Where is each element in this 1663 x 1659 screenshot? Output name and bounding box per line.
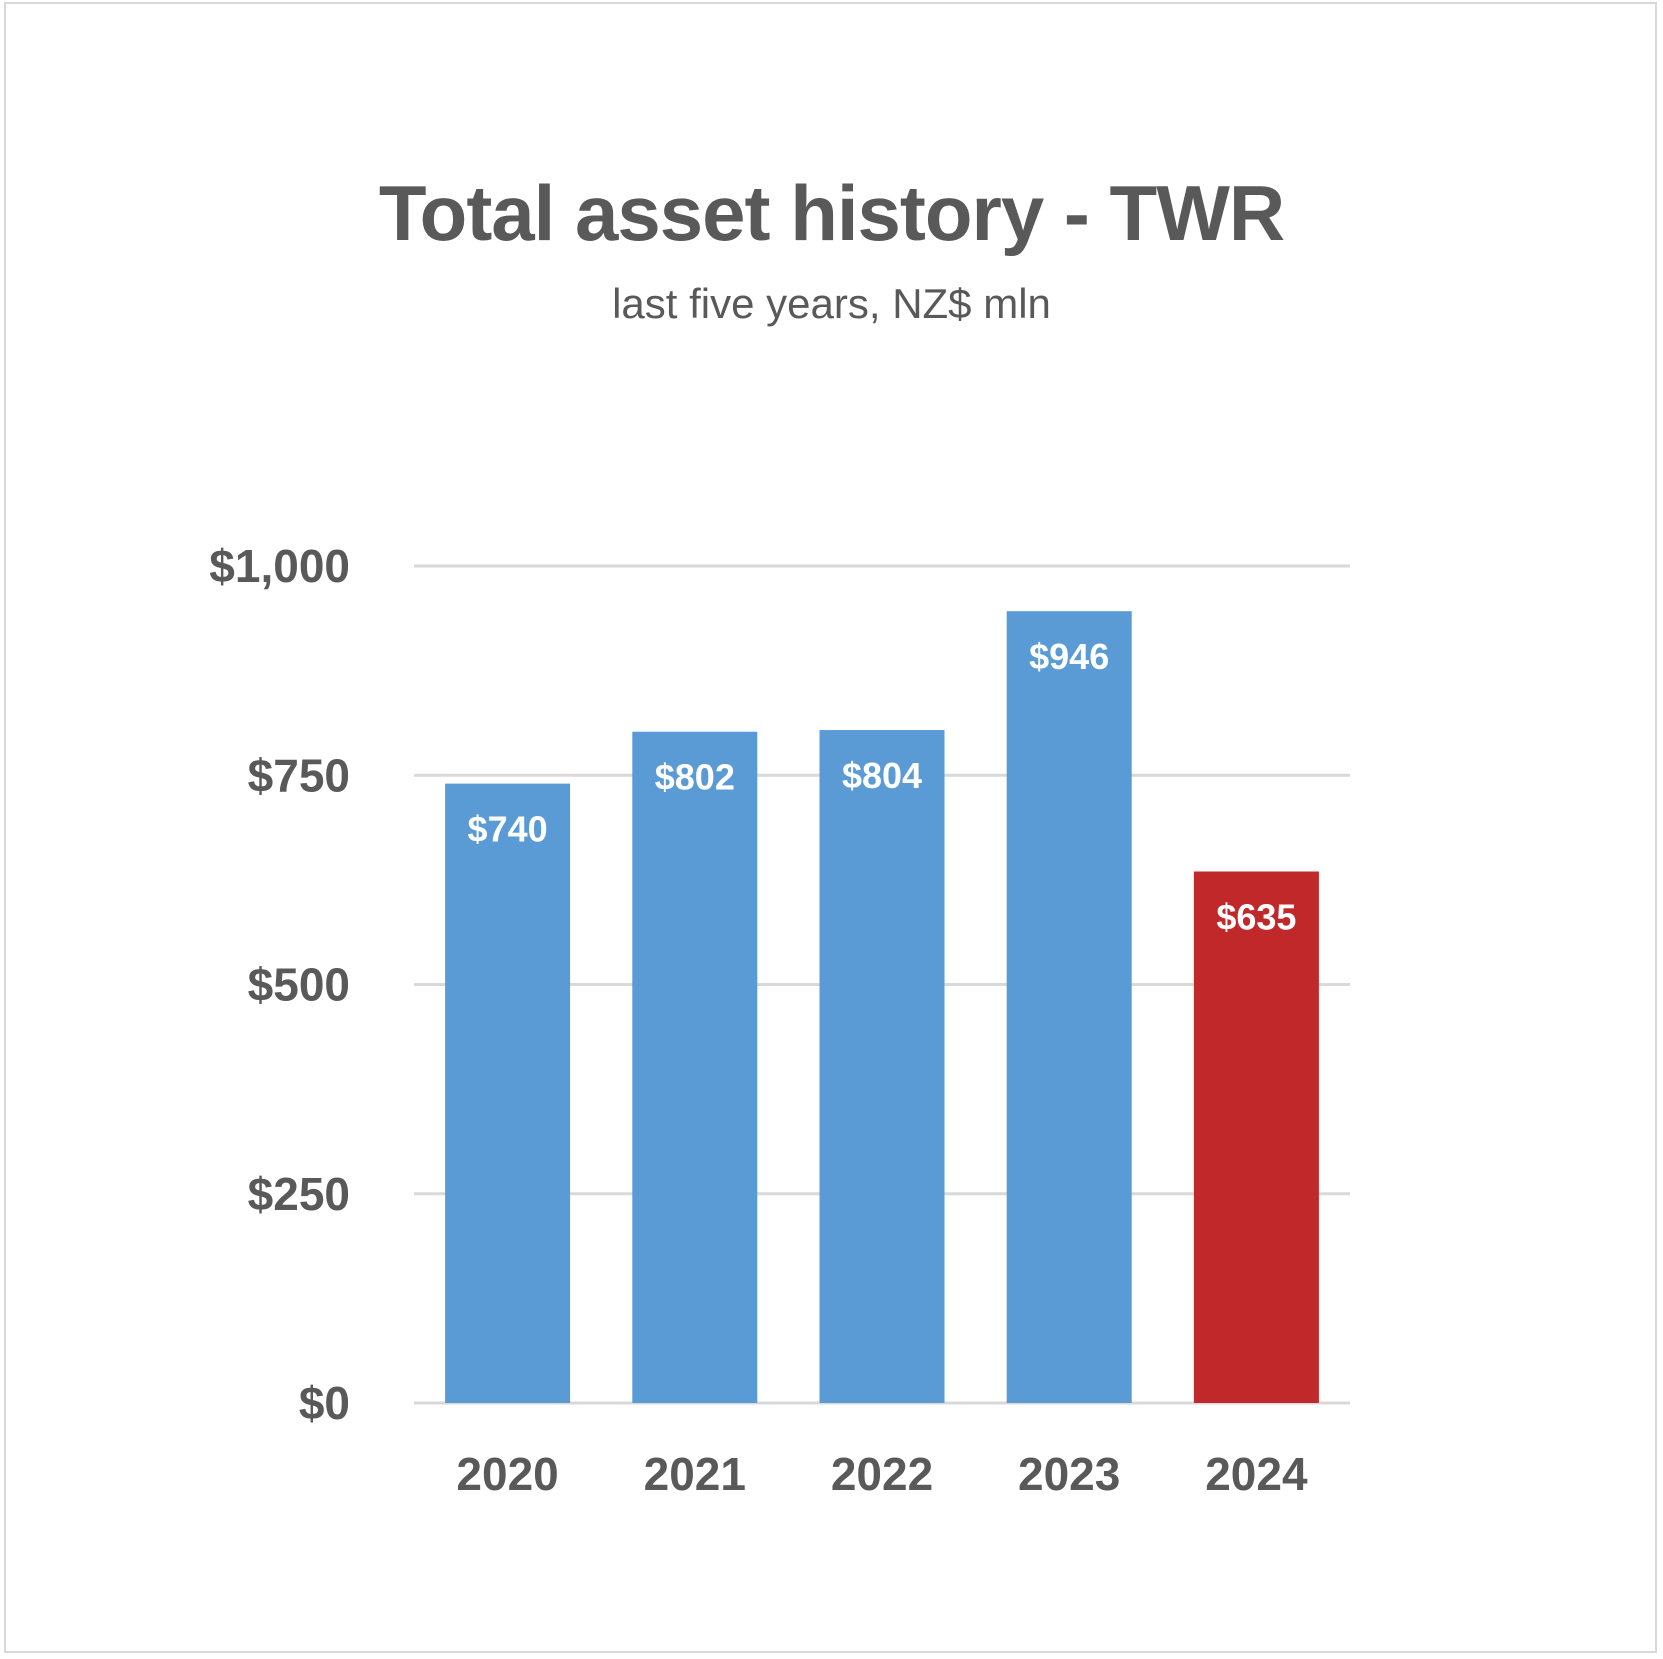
y-tick-label: $750: [248, 749, 350, 801]
chart-subtitle: last five years, NZ$ mln: [612, 280, 1051, 327]
bar-2023: [1006, 611, 1132, 1403]
x-tick-label: 2021: [644, 1448, 746, 1500]
y-tick-label: $500: [248, 959, 350, 1011]
x-tick-label: 2020: [456, 1448, 558, 1500]
data-label-2024: $635: [1216, 897, 1296, 938]
bar-2021: [632, 731, 758, 1403]
x-tick-label: 2023: [1018, 1448, 1120, 1500]
data-label-2023: $946: [1029, 636, 1109, 677]
y-tick-label: $1,000: [209, 540, 350, 592]
x-tick-label: 2024: [1205, 1448, 1308, 1500]
x-axis-ticks: 2020 2021 2022 2023 2024: [456, 1448, 1308, 1500]
bar-2020: [445, 783, 571, 1403]
bars: [445, 611, 1319, 1403]
data-label-2021: $802: [655, 757, 735, 798]
y-axis-ticks: $0 $250 $500 $750 $1,000: [209, 540, 350, 1429]
data-label-2022: $804: [842, 755, 922, 796]
y-tick-label: $0: [299, 1377, 350, 1429]
y-tick-label: $250: [248, 1168, 350, 1220]
chart-title: Total asset history - TWR: [378, 169, 1285, 257]
x-tick-label: 2022: [831, 1448, 933, 1500]
bar-2024: [1193, 871, 1319, 1403]
data-labels: $740 $802 $804 $946 $635: [468, 636, 1297, 937]
bar-2022: [819, 730, 945, 1403]
data-label-2020: $740: [468, 809, 548, 850]
